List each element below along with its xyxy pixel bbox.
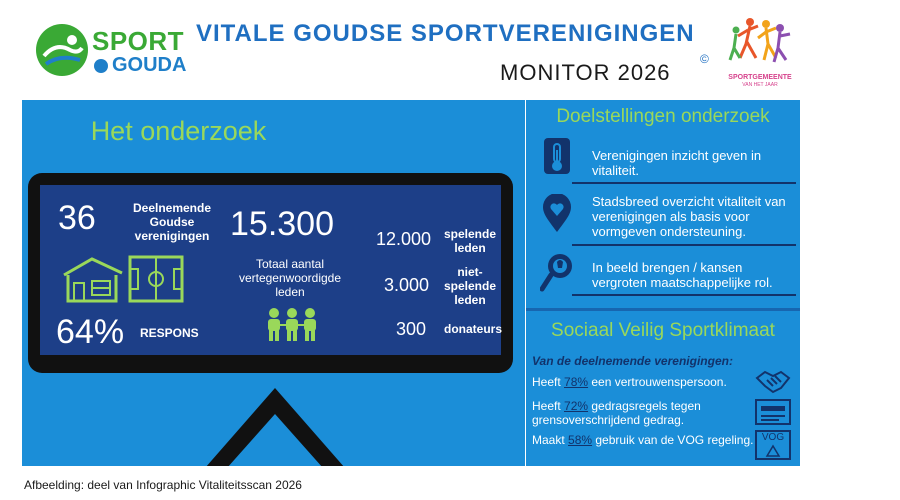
donateurs-label: donateurs [444, 322, 503, 336]
sportgemeente-badge: SPORTGEMEENTE VAN HET JAAR [720, 14, 800, 88]
sociaal-item-2-pre: Heeft [532, 399, 565, 413]
sociaal-item-1: Heeft 78% een vertrouwenspersoon. [532, 375, 754, 389]
goal-divider-2 [572, 244, 796, 246]
niet-spelende-leden-value: 3.000 [384, 275, 430, 295]
right-panel-divider [526, 308, 800, 311]
monitor-screen: 36 Deelnemende Goudse verenigingen 15.30… [28, 173, 513, 373]
niet-spelende-leden-label: niet-spelende leden [443, 265, 497, 307]
sociaal-intro: Van de deelnemende verenigingen: [532, 354, 733, 368]
clubhouse-field-icon [63, 255, 184, 303]
sociaal-item-3-post: gebruik van de VOG regeling. [592, 433, 754, 447]
verenigingen-count: 36 [58, 199, 96, 237]
sociaal-title: Sociaal Veilig Sportklimaat [551, 320, 775, 341]
goal-text-3: In beeld brengen / kansen vergroten maat… [592, 260, 773, 290]
image-caption: Afbeelding: deel van Infographic Vitalit… [24, 478, 302, 492]
sociaal-item-1-pct: 78% [564, 375, 589, 389]
sociaal-item-2-pct: 72% [564, 399, 589, 413]
sociaal-item-2-post: gedragsregels tegen grensoverschrijdend … [532, 399, 701, 427]
page-title: VITALE GOUDSE SPORTVERENIGINGEN [196, 20, 695, 47]
copyright-mark: © [700, 52, 709, 66]
people-icon [268, 308, 316, 341]
vog-icon-text: VOG [761, 432, 785, 443]
respons-pct: 64% [56, 313, 125, 351]
badge-line2: VAN HET JAAR [742, 82, 778, 88]
donateurs-value: 300 [396, 319, 427, 339]
thermometer-icon [544, 138, 570, 174]
leden-total-label: Totaal aantal vertegenwoordigde leden [238, 257, 342, 299]
handshake-icon [755, 370, 791, 394]
sociaal-item-1-post: een vertrouwenspersoon. [588, 375, 727, 389]
goal-text-1: Verenigingen inzicht geven in vitaliteit… [592, 148, 762, 178]
monitor-stand [206, 388, 344, 466]
page-subtitle: MONITOR 2026 [500, 60, 671, 85]
verenigingen-label: Deelnemende Goudse verenigingen [132, 201, 212, 243]
respons-label: RESPONS [140, 326, 199, 340]
goal-divider-1 [572, 182, 796, 184]
onderzoek-panel: Het onderzoek 36 Deelnemende Goudse vere… [22, 100, 525, 466]
magnifier-bulb-icon [540, 254, 572, 292]
vog-seal [765, 444, 781, 457]
goal-divider-3 [572, 294, 796, 296]
sociaal-item-2: Heeft 72% gedragsregels tegen grensovers… [532, 399, 754, 427]
sport-gouda-logo: SPORT GOUDA [36, 24, 186, 80]
sociaal-item-3: Maakt 58% gebruik van de VOG regeling. [532, 433, 754, 447]
right-panel: Doelstellingen onderzoek Verenigingen in… [526, 100, 800, 466]
onderzoek-title: Het onderzoek [90, 116, 267, 146]
goal-text-2: Stadsbreed overzicht vitaliteit van vere… [592, 194, 786, 239]
sport-gouda-logo-mark [36, 24, 88, 76]
sociaal-item-1-pre: Heeft [532, 375, 565, 389]
document-icon [755, 399, 791, 425]
vog-icon: VOG [755, 430, 791, 460]
logo-dot [94, 59, 108, 73]
sociaal-item-3-pct: 58% [568, 433, 593, 447]
monitor-screen-inner: 36 Deelnemende Goudse verenigingen 15.30… [40, 185, 503, 355]
spelende-leden-label: spelende leden [443, 227, 497, 255]
badge-line1: SPORTGEMEENTE [728, 74, 792, 81]
logo-sport-text: SPORT [92, 26, 185, 56]
sociaal-item-3-pre: Maakt [532, 433, 569, 447]
athletes-icon [728, 18, 791, 63]
location-heart-icon [543, 194, 571, 232]
doelstellingen-title: Doelstellingen onderzoek [556, 106, 770, 127]
logo-gouda-text: GOUDA [112, 54, 187, 76]
spelende-leden-value: 12.000 [376, 229, 432, 249]
leden-total: 15.300 [230, 205, 334, 243]
